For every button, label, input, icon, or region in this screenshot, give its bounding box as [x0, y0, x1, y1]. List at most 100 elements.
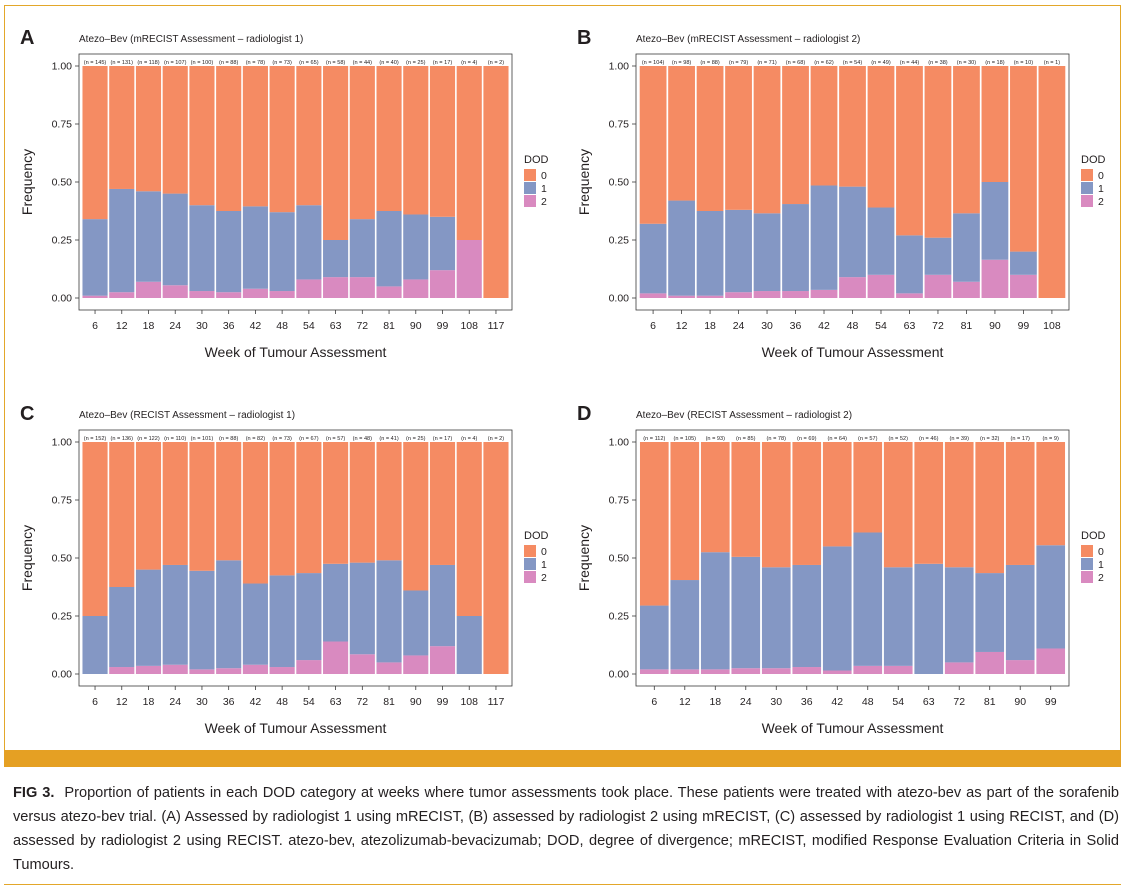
bar-dod2 [216, 292, 242, 298]
bar-dod0 [1010, 66, 1037, 252]
bar-dod0 [981, 66, 1009, 182]
bar-dod0 [896, 66, 923, 236]
bar-n-label: (n = 101) [191, 436, 214, 442]
bar-dod0 [944, 442, 974, 568]
legend-label-dod2: 2 [541, 572, 547, 584]
bar-dod1 [429, 216, 456, 271]
bar-dod0 [456, 442, 482, 616]
bar-dod2 [216, 668, 242, 674]
bar-dod1 [753, 213, 781, 292]
x-tick-label: 18 [704, 320, 716, 332]
bar-dod1 [883, 567, 913, 666]
x-tick-label: 18 [709, 696, 721, 708]
bar-dod0 [269, 66, 295, 213]
bar-dod0 [975, 442, 1005, 574]
bar-dod1 [269, 212, 295, 292]
bar-n-label: (n = 104) [642, 60, 665, 66]
bar-dod1 [242, 583, 268, 665]
bar-dod1 [1010, 251, 1037, 275]
bar-dod1 [981, 182, 1009, 260]
bar-dod1 [349, 219, 375, 278]
bar-dod2 [670, 669, 700, 674]
bar-n-label: (n = 71) [757, 60, 777, 66]
bar-dod0 [867, 66, 895, 208]
bar-n-label: (n = 25) [406, 60, 426, 66]
bar-dod2 [782, 291, 809, 298]
y-tick-label: 0.25 [52, 235, 73, 247]
x-tick-label: 6 [651, 696, 657, 708]
bar-dod2 [189, 291, 215, 298]
bar-dod1 [109, 188, 135, 293]
x-tick-label: 63 [330, 320, 342, 332]
bar-dod1 [639, 223, 667, 294]
bar-n-label: (n = 88) [219, 60, 239, 66]
bar-dod0 [639, 442, 669, 606]
bar-n-label: (n = 98) [672, 60, 692, 66]
bar-dod0 [216, 66, 242, 211]
x-tick-label: 90 [410, 696, 422, 708]
bar-n-label: (n = 48) [353, 436, 373, 442]
y-tick-label: 0.50 [609, 177, 630, 189]
x-tick-label: 54 [303, 696, 315, 708]
x-tick-label: 99 [1045, 696, 1057, 708]
bar-n-label: (n = 118) [137, 60, 159, 66]
bar-dod1 [700, 552, 730, 670]
bar-n-label: (n = 44) [900, 60, 920, 66]
x-tick-label: 6 [92, 696, 98, 708]
x-axis-label: Week of Tumour Assessment [762, 344, 944, 360]
bar-dod0 [109, 66, 135, 189]
x-tick-label: 42 [250, 696, 262, 708]
bar-dod0 [839, 66, 866, 187]
caption-text: Proportion of patients in each DOD categ… [13, 785, 1120, 873]
bar-dod0 [700, 442, 730, 553]
bar-dod2 [323, 641, 349, 674]
bar-dod1 [189, 570, 215, 670]
x-tick-label: 81 [961, 320, 973, 332]
bar-dod0 [216, 442, 242, 561]
bar-dod1 [944, 567, 974, 663]
bar-dod1 [216, 211, 242, 293]
bar-dod2 [810, 289, 838, 298]
bar-n-label: (n = 58) [326, 60, 346, 66]
x-tick-label: 54 [303, 320, 315, 332]
bar-dod1 [810, 185, 838, 290]
bar-dod0 [731, 442, 761, 557]
bar-dod1 [189, 205, 215, 292]
x-tick-label: 6 [650, 320, 656, 332]
x-axis-label: Week of Tumour Assessment [205, 344, 387, 360]
bar-dod2 [296, 660, 322, 674]
bar-dod0 [135, 442, 162, 570]
bar-n-label: (n = 62) [814, 60, 834, 66]
bar-dod1 [822, 546, 852, 671]
bar-dod0 [483, 442, 509, 674]
bar-dod0 [1038, 66, 1066, 298]
bar-dod2 [731, 668, 761, 674]
bar-n-label: (n = 64) [828, 436, 848, 442]
bar-dod0 [403, 66, 429, 215]
bar-n-label: (n = 41) [379, 436, 399, 442]
bar-dod1 [792, 564, 822, 668]
y-tick-label: 0.25 [609, 611, 630, 623]
y-tick-label: 1.00 [52, 61, 73, 73]
bar-n-label: (n = 38) [928, 60, 948, 66]
x-tick-label: 30 [196, 320, 208, 332]
x-tick-label: 117 [488, 696, 505, 708]
bar-dod0 [883, 442, 913, 568]
bar-dod2 [668, 295, 695, 298]
bar-dod2 [822, 670, 852, 674]
bar-n-label: (n = 25) [406, 436, 426, 442]
bar-dod0 [296, 442, 322, 574]
bar-dod2 [1036, 648, 1066, 674]
y-tick-label: 1.00 [609, 437, 630, 449]
legend-label-dod0: 0 [1098, 170, 1104, 182]
bar-dod1 [323, 240, 349, 278]
bar-n-label: (n = 46) [919, 436, 939, 442]
x-tick-label: 36 [223, 696, 235, 708]
bar-n-label: (n = 112) [643, 436, 665, 442]
x-tick-label: 24 [740, 696, 752, 708]
x-tick-label: 48 [862, 696, 874, 708]
bar-dod2 [323, 277, 349, 298]
bar-dod0 [296, 66, 322, 206]
bar-n-label: (n = 18) [985, 60, 1005, 66]
bar-dod1 [731, 556, 761, 669]
